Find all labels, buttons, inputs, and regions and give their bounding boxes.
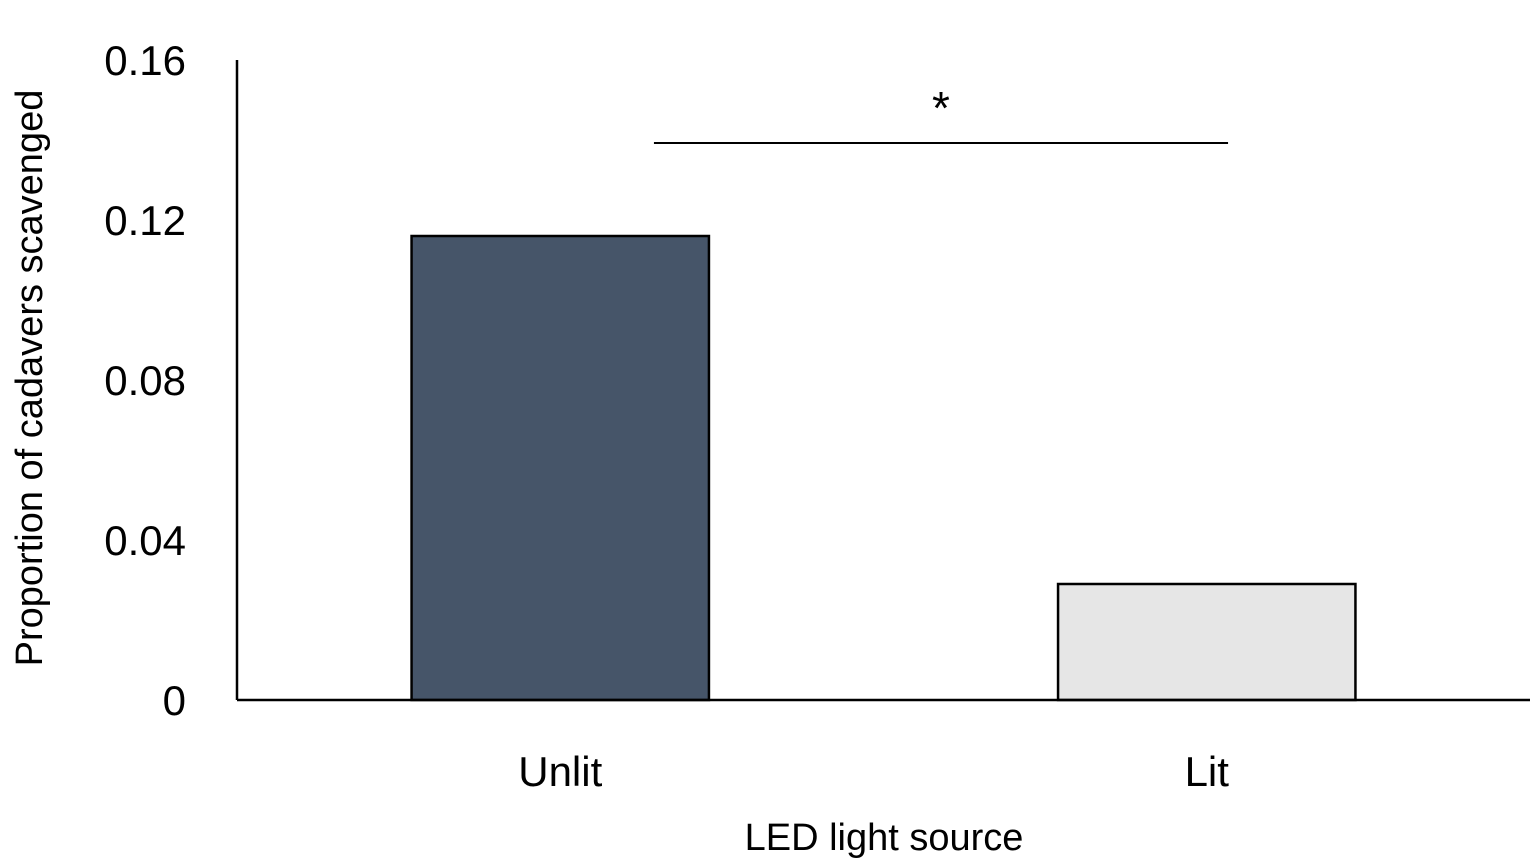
axes [235,60,1530,702]
bar-unlit [410,234,711,702]
category-labels: Unlit Lit [518,748,1229,795]
bars [410,234,1357,702]
bar-lit [1056,582,1357,702]
y-tick-label: 0.16 [104,37,186,84]
x-axis-title: LED light source [745,817,1024,859]
y-axis-title: Proportion of cadavers scavenged [9,90,51,667]
y-tick-labels: 0 0.04 0.08 0.12 0.16 [104,37,186,724]
x-tick-label-unlit: Unlit [518,748,602,795]
y-tick-label: 0.04 [104,517,186,564]
x-tick-label-lit: Lit [1185,748,1230,795]
y-tick-label: 0.08 [104,357,186,404]
y-tick-label: 0.12 [104,197,186,244]
significance-label: * [932,82,950,134]
y-tick-label: 0 [163,677,186,724]
significance-annotation: * [653,82,1229,144]
